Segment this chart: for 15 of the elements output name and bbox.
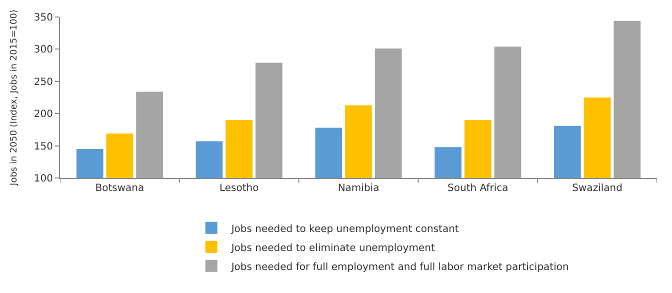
y-tick-label: 350 — [34, 12, 53, 24]
x-tick-label: Lesotho — [219, 183, 259, 194]
y-axis-title: Jobs in 2050 (Index, Jobs in 2015=100) — [9, 10, 20, 186]
y-tick-label: 300 — [34, 44, 53, 56]
x-tick-label: Namibia — [338, 183, 380, 194]
x-tick-label: South Africa — [448, 183, 508, 194]
legend-label: Jobs needed to keep unemployment constant — [230, 224, 459, 235]
legend-label: Jobs needed for full employment and full labor market participation — [230, 262, 569, 273]
y-tick-label: 150 — [34, 141, 53, 152]
x-tick-label: Swaziland — [572, 183, 622, 194]
legend-label: Jobs needed to eliminate unemployment — [230, 242, 435, 254]
x-tick-label: Botswana — [95, 183, 144, 194]
y-tick-label: 200 — [34, 109, 53, 120]
y-tick-label: 250 — [34, 76, 53, 88]
y-tick-label: 100 — [34, 174, 53, 184]
